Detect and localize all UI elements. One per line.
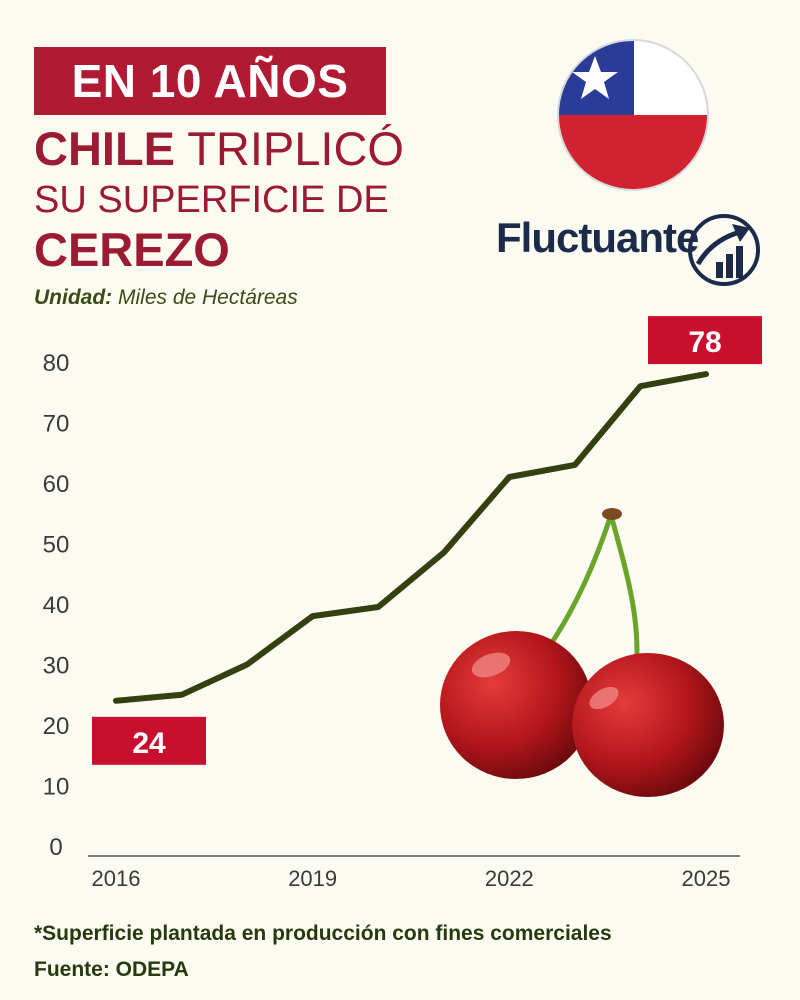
callout-box (648, 316, 762, 365)
line-chart: 0 10 20 30 40 50 60 70 80 2016 2019 2022 2025 24 78 (43, 316, 762, 891)
x-tick-label: 2016 (92, 866, 141, 891)
brand-name: Fluctuante (496, 214, 699, 261)
data-point (705, 373, 707, 376)
y-tick-label: 80 (43, 350, 70, 377)
title-banner: EN 10 AÑOS (34, 47, 386, 115)
callout-label: 78 (688, 326, 721, 359)
title-triplico: TRIPLICÓ (175, 122, 404, 175)
data-point (442, 551, 445, 554)
cherries-icon (440, 508, 724, 797)
footnote: *Superficie plantada en producción con f… (34, 922, 612, 945)
chile-flag-icon (557, 39, 709, 191)
title-line-3: SU SUPERFICIE DE (34, 179, 389, 221)
title-line-4: CEREZO (34, 223, 230, 276)
unit-label: Unidad: Miles de Hectáreas (34, 286, 298, 310)
callout-label: 24 (132, 727, 166, 760)
data-point (115, 699, 117, 702)
y-tick-label: 70 (43, 411, 70, 438)
x-tick-label: 2025 (682, 866, 731, 891)
unit-key: Unidad: (34, 286, 113, 309)
x-tick-label: 2022 (485, 866, 534, 891)
y-tick-label: 40 (43, 592, 70, 619)
data-point (508, 475, 511, 478)
data-point (246, 663, 249, 666)
series-line (113, 371, 709, 704)
unit-value: Miles de Hectáreas (112, 286, 298, 309)
callout-box (92, 716, 206, 765)
data-point (180, 693, 183, 696)
data-point (377, 606, 380, 609)
title-chile: CHILE (34, 122, 175, 175)
data-point (311, 615, 314, 618)
data-point (573, 463, 576, 466)
y-tick-label: 50 (43, 532, 70, 559)
title-line-2: CHILE TRIPLICÓ (34, 122, 404, 176)
y-tick-label: 60 (43, 471, 70, 498)
x-tick-label: 2019 (288, 866, 337, 891)
y-tick-label: 30 (43, 653, 70, 680)
y-tick-label: 0 (49, 834, 62, 861)
y-tick-label: 20 (43, 713, 70, 740)
data-point (639, 385, 642, 388)
growth-arrow-icon (688, 214, 760, 286)
y-tick-label: 10 (43, 774, 70, 801)
source-note: Fuente: ODEPA (34, 958, 189, 981)
title-banner-text: EN 10 AÑOS (71, 55, 349, 107)
